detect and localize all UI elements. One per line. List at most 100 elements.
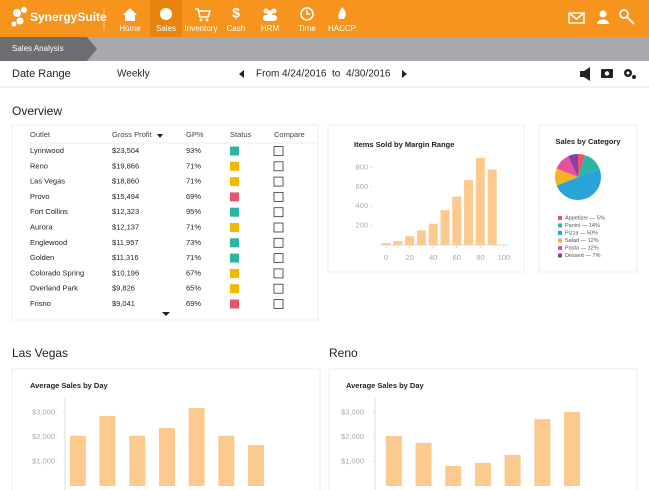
hrm-icon[interactable]	[263, 15, 277, 21]
cell: 93%	[186, 146, 201, 155]
chart-title: Items Sold by Margin Range	[354, 140, 454, 149]
bar	[248, 445, 265, 486]
from-label: From	[256, 69, 279, 80]
compare-checkbox[interactable]	[273, 253, 284, 264]
cell: $12,323	[112, 207, 139, 216]
cell: $11,316	[112, 253, 139, 262]
compare-checkbox[interactable]	[273, 191, 284, 202]
announce-icon[interactable]	[580, 67, 590, 81]
nav-item[interactable]: Time	[298, 24, 316, 33]
to-date: 4/30/2016	[346, 69, 391, 80]
bar	[188, 408, 205, 486]
cell[interactable]: Golden	[30, 253, 54, 262]
compare-checkbox[interactable]	[273, 268, 284, 279]
cell[interactable]: Provo	[30, 192, 50, 201]
key-icon[interactable]	[619, 9, 629, 19]
y-tick-label: 600	[355, 182, 368, 191]
x-tick-label: 60	[453, 253, 461, 262]
legend-swatch	[558, 238, 562, 243]
cell: 71%	[186, 177, 201, 186]
cell[interactable]: Colorado Spring	[30, 268, 84, 277]
legend-label: Salad — 12%	[565, 238, 599, 244]
more-rows[interactable]	[162, 312, 170, 316]
cell[interactable]: Aurora	[30, 222, 53, 231]
compare-checkbox[interactable]	[273, 283, 284, 294]
status-swatch	[230, 299, 239, 309]
x-tick-label: 40	[429, 253, 437, 262]
compare-checkbox[interactable]	[273, 146, 284, 156]
x-tick-label: 0	[384, 253, 388, 262]
cell: $9,041	[112, 299, 135, 308]
cell: $12,137	[112, 222, 139, 231]
cell[interactable]: Reno	[30, 161, 48, 170]
cell[interactable]: Lynnwood	[30, 146, 64, 155]
sort-arrow[interactable]	[157, 134, 163, 138]
category-panel	[538, 124, 638, 273]
cell[interactable]: Fort Collins	[30, 207, 68, 216]
from-date: 4/24/2016	[282, 69, 327, 80]
y-tick-label: $2,000	[32, 432, 55, 441]
status-swatch	[230, 207, 239, 217]
bar	[69, 435, 86, 486]
cell: 65%	[186, 284, 201, 293]
cell: 67%	[186, 268, 201, 277]
compare-checkbox[interactable]	[273, 176, 284, 187]
y-tick-label: 400	[355, 201, 368, 210]
compare-checkbox[interactable]	[273, 299, 284, 309]
bar	[452, 196, 462, 245]
home-icon[interactable]	[123, 8, 137, 21]
legend-label: Panini — 14%	[565, 223, 600, 229]
bar	[440, 210, 450, 245]
y-tick-label: 800	[355, 163, 368, 172]
cell: $9,826	[112, 284, 135, 293]
haccp-icon[interactable]	[338, 7, 346, 19]
user-icon[interactable]	[599, 10, 607, 18]
x-tick-label: 80	[476, 253, 484, 262]
cell: $15,494	[112, 192, 139, 201]
brand: SynergySuite	[30, 10, 107, 24]
bar	[99, 415, 116, 486]
column-header: Status	[230, 130, 252, 139]
status-swatch	[230, 268, 239, 278]
cell[interactable]: Las Vegas	[30, 177, 65, 186]
compare-checkbox[interactable]	[273, 161, 284, 172]
bar	[416, 230, 426, 245]
nav-item[interactable]: Sales	[156, 24, 176, 33]
pie-slice	[556, 168, 602, 201]
section-title: Las Vegas	[12, 346, 68, 360]
nav-item[interactable]: Home	[119, 24, 141, 33]
bar	[504, 454, 521, 486]
nav-item[interactable]: HACCP	[328, 24, 356, 33]
nav-item[interactable]: HRM	[261, 24, 280, 33]
y-tick-label: $2,000	[341, 432, 364, 441]
bar	[158, 427, 175, 486]
column-header[interactable]: Gross Profit	[112, 130, 153, 139]
cell[interactable]: Englewood	[30, 238, 67, 247]
inventory-icon[interactable]	[195, 8, 212, 18]
period[interactable]: Weekly	[117, 69, 150, 80]
sales-icon[interactable]	[160, 8, 172, 20]
compare-checkbox[interactable]	[273, 237, 284, 248]
cell[interactable]: Frisno	[30, 299, 51, 308]
prev-week[interactable]	[239, 70, 244, 78]
next-week[interactable]	[402, 70, 407, 78]
nav-item[interactable]: Cash	[227, 24, 246, 33]
compare-checkbox[interactable]	[273, 207, 284, 218]
bar	[475, 157, 485, 245]
y-tick-label: $1,000	[341, 456, 364, 465]
mail-icon[interactable]	[568, 12, 585, 24]
chart-title: Average Sales by Day	[30, 381, 109, 390]
nav-item[interactable]: Inventory	[185, 24, 218, 33]
cell[interactable]: Overland Park	[30, 284, 78, 293]
bar	[564, 412, 581, 486]
bar	[218, 435, 235, 486]
time-icon[interactable]	[300, 7, 314, 21]
pie-slice	[578, 155, 600, 177]
table-panel	[11, 124, 319, 321]
compare-checkbox[interactable]	[273, 222, 284, 233]
cash-icon[interactable]: $	[232, 5, 240, 21]
pie-slice	[568, 154, 578, 177]
breadcrumb-bar	[0, 37, 649, 61]
bar	[393, 241, 403, 245]
